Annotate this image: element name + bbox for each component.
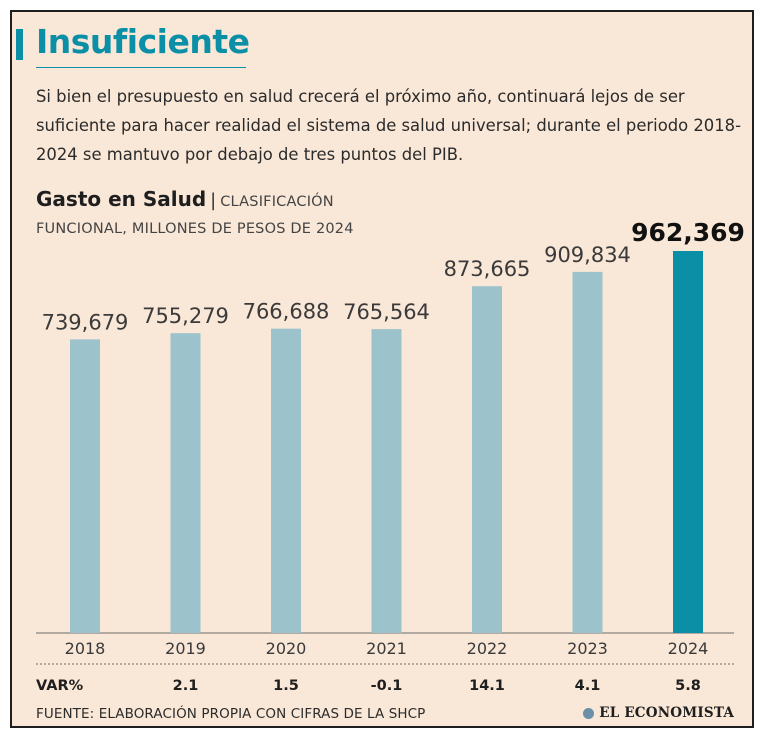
x-tick-label-2024: 2024 xyxy=(668,639,709,658)
page-title: Insuficiente xyxy=(36,22,250,61)
x-tick-label-2019: 2019 xyxy=(165,639,206,658)
x-tick-label-2023: 2023 xyxy=(567,639,608,658)
brand-logo: EL ECONOMISTA xyxy=(583,705,734,721)
brand-globe-icon xyxy=(583,707,595,719)
value-label-2020: 766,688 xyxy=(243,300,330,324)
chart-subtitle-part2: FUNCIONAL, MILLONES DE PESOS DE 2024 xyxy=(36,221,354,237)
var-value-2022: 14.1 xyxy=(469,678,505,694)
value-label-2018: 739,679 xyxy=(42,310,129,334)
value-label-2024: 962,369 xyxy=(631,218,745,247)
chart-subtitle-part1: CLASIFICACIÓN xyxy=(220,194,334,210)
var-value-2023: 4.1 xyxy=(575,678,601,694)
x-tick-label-2022: 2022 xyxy=(467,639,508,658)
var-value-2019: 2.1 xyxy=(173,678,199,694)
var-value-2020: 1.5 xyxy=(273,678,299,694)
title-accent-bar xyxy=(16,29,23,60)
var-value-2024: 5.8 xyxy=(675,678,701,694)
bar-chart: 739,679 2018 755,279 2019 2.1 766,688 2020 1.5 7… xyxy=(36,218,745,694)
intro-paragraph: Si bien el presupuesto en salud crecerá … xyxy=(36,87,741,164)
var-value-2021: -0.1 xyxy=(371,678,403,694)
value-label-2019: 755,279 xyxy=(142,304,229,328)
var-row-label: VAR% xyxy=(36,678,84,694)
bar-2018 xyxy=(70,339,100,633)
title-underline xyxy=(36,67,246,68)
x-tick-label-2020: 2020 xyxy=(266,639,307,658)
chart-title-line: Gasto en Salud | CLASIFICACIÓN xyxy=(36,184,334,217)
bar-2020 xyxy=(271,328,301,633)
chart-title: Gasto en Salud xyxy=(36,187,207,211)
bar-2024 xyxy=(673,251,703,633)
bar-2023 xyxy=(572,271,603,633)
source-note: FUENTE: ELABORACIÓN PROPIA CON CIFRAS DE… xyxy=(36,706,426,722)
x-tick-label-2018: 2018 xyxy=(65,639,106,658)
bar-2019 xyxy=(170,333,201,633)
bar-2021 xyxy=(371,329,402,633)
title-separator: | xyxy=(210,190,217,211)
x-tick-label-2021: 2021 xyxy=(366,639,407,658)
value-label-2023: 909,834 xyxy=(544,243,631,267)
value-label-2022: 873,665 xyxy=(444,257,531,281)
value-label-2021: 765,564 xyxy=(343,300,430,324)
bar-2022 xyxy=(472,286,502,633)
infographic-card: Insuficiente Si bien el presupuesto en s… xyxy=(10,10,754,728)
brand-name: EL ECONOMISTA xyxy=(599,705,734,721)
